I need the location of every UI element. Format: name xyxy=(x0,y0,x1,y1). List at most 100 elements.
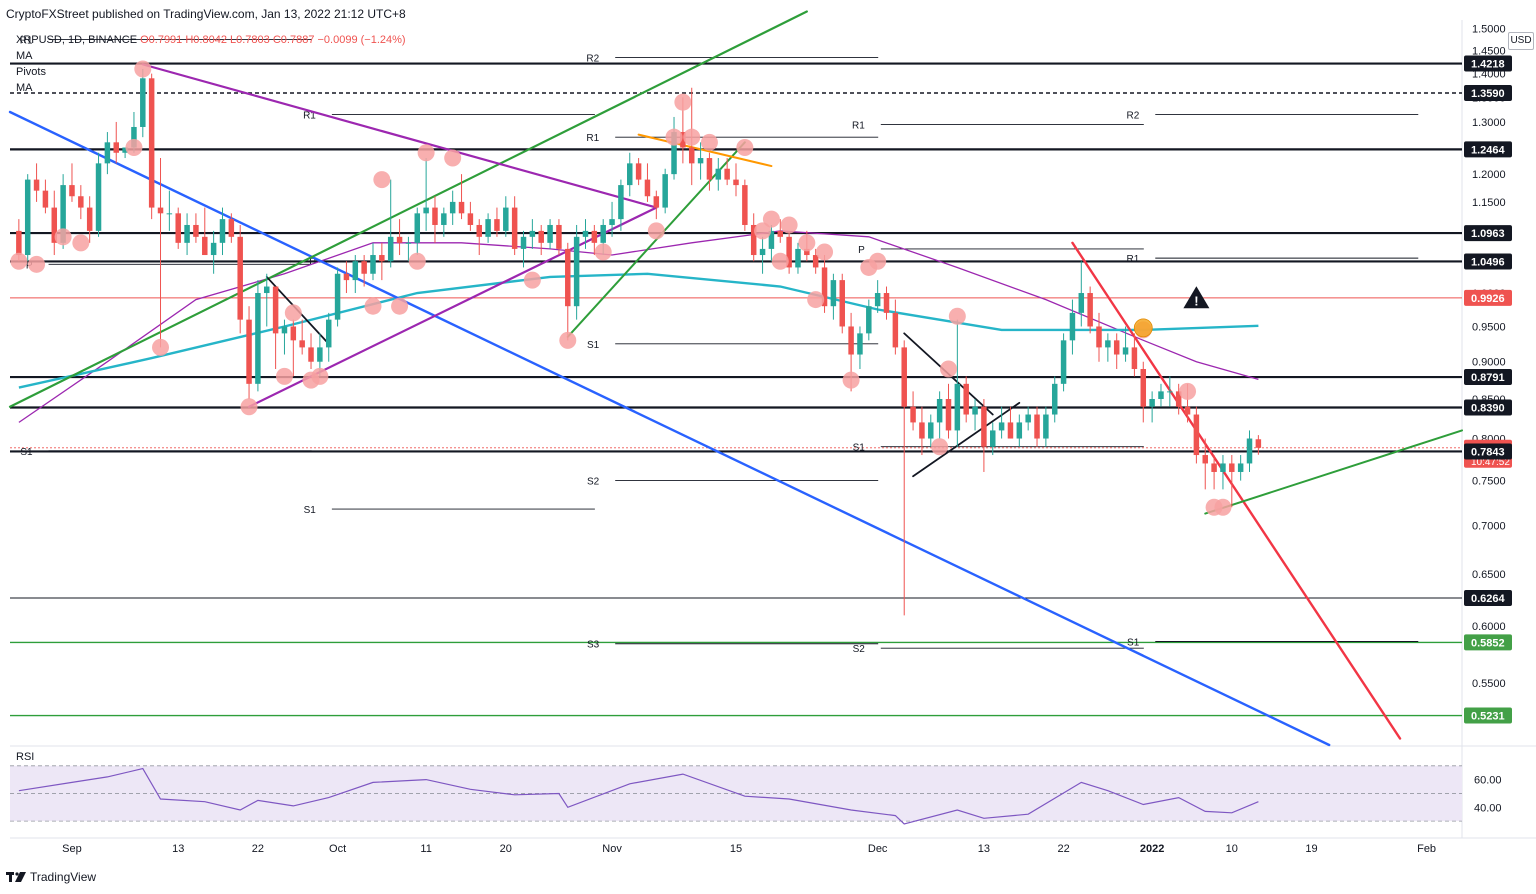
candle-body-62 xyxy=(565,248,571,307)
candle-body-2 xyxy=(33,179,40,191)
y-tick-7: 1.1500 xyxy=(1472,197,1506,209)
candle-body-90 xyxy=(812,255,819,268)
price-tag-1: 1.3590 xyxy=(1471,88,1505,100)
candle-body-118 xyxy=(1060,340,1067,384)
price-tag-box-3 xyxy=(1464,225,1512,242)
y-tick-0: 1.5000 xyxy=(1472,24,1506,36)
candle-body-81 xyxy=(733,179,739,186)
candle-body-121 xyxy=(1087,293,1093,327)
pivot-label-3: R2 xyxy=(586,54,599,65)
candle-body-93 xyxy=(839,280,845,327)
candle-body-34 xyxy=(317,347,323,362)
price-tag-2: 1.2464 xyxy=(1471,144,1506,156)
swing-marker-41 xyxy=(1179,382,1197,400)
candle-body-37 xyxy=(343,273,350,281)
rsi-line xyxy=(18,767,1259,825)
price-tag-box-9 xyxy=(1464,443,1512,460)
swing-marker-25 xyxy=(700,133,718,151)
x-tick-14: Feb xyxy=(1417,843,1436,855)
pivot-label-14: S2 xyxy=(853,644,866,655)
candle-body-36 xyxy=(334,273,341,320)
candle-body-130 xyxy=(1167,391,1173,393)
candle-body-88 xyxy=(795,248,801,268)
y-tick-4: 1.3000 xyxy=(1472,117,1506,129)
symbol-info: XRPUSD, 1D, BINANCE xyxy=(16,34,138,46)
candle-body-13 xyxy=(131,126,137,148)
candle-body-9 xyxy=(95,163,102,231)
candle-body-85 xyxy=(768,230,775,249)
ohlc-close: C0.7887 xyxy=(272,34,315,46)
candle-body-74 xyxy=(671,132,677,175)
swing-marker-0 xyxy=(10,252,28,270)
swing-marker-33 xyxy=(816,243,834,261)
candle-body-48 xyxy=(441,213,447,225)
warning-icon-mark: ! xyxy=(1194,293,1198,308)
candle-body-20 xyxy=(193,224,199,237)
candle-body-42 xyxy=(387,236,394,262)
pivot-label-11: R1 xyxy=(852,120,865,131)
candle-body-55 xyxy=(503,207,509,231)
candle-body-41 xyxy=(379,255,385,262)
swing-marker-6 xyxy=(152,338,170,356)
indicator-pivots[interactable]: Pivots xyxy=(16,66,46,78)
candle-body-116 xyxy=(1043,414,1049,439)
x-tick-4: 11 xyxy=(420,843,431,855)
candle-body-3 xyxy=(42,190,49,208)
candle-body-120 xyxy=(1078,293,1085,313)
price-tag-3: 1.0963 xyxy=(1471,228,1505,240)
price-tag-box-12 xyxy=(1464,707,1512,724)
swing-marker-18 xyxy=(523,271,541,289)
swing-marker-12 xyxy=(364,297,382,315)
pivot-label-12: P xyxy=(858,245,865,256)
pivot-label-8: S1 xyxy=(587,340,600,351)
publisher-bar: CryptoFXStreet published on TradingView.… xyxy=(0,0,1536,28)
swing-marker-43 xyxy=(1214,498,1232,516)
candle-body-49 xyxy=(449,201,456,214)
trendline-green-short xyxy=(566,141,746,338)
price-tag-box-5 xyxy=(1464,289,1512,306)
candle-body-38 xyxy=(352,261,359,281)
indicator-ma-2[interactable]: MA xyxy=(16,82,33,94)
candle-body-8 xyxy=(86,207,93,231)
price-tag-countdown: 10:47:52 xyxy=(1471,457,1510,468)
price-tag-11: 0.5852 xyxy=(1471,637,1505,649)
pivot-label-2: S1 xyxy=(20,447,33,458)
swing-marker-11 xyxy=(311,367,329,385)
candle-body-19 xyxy=(184,224,190,243)
swing-marker-38 xyxy=(939,360,957,378)
x-tick-0: Sep xyxy=(62,843,82,855)
price-tag-10: 0.6264 xyxy=(1471,593,1506,605)
candle-body-109 xyxy=(981,406,987,447)
price-tag-box-11 xyxy=(1464,634,1512,651)
candle-body-39 xyxy=(361,261,367,274)
rsi-tick-0: 60.00 xyxy=(1474,775,1502,787)
swing-marker-26 xyxy=(736,139,754,157)
trendline-blue xyxy=(8,110,1331,747)
candle-body-97 xyxy=(874,293,881,307)
swing-marker-2 xyxy=(54,228,72,246)
candle-body-23 xyxy=(219,219,226,243)
swing-marker-27 xyxy=(754,222,772,240)
pivot-label-17: S1 xyxy=(1127,638,1140,649)
candle-body-73 xyxy=(662,174,668,208)
ohlc-high: H0.8042 xyxy=(185,34,227,46)
candle-body-27 xyxy=(255,293,261,384)
y-tick-17: 0.6500 xyxy=(1472,569,1506,581)
candle-body-24 xyxy=(228,219,235,237)
currency-button[interactable]: USD xyxy=(1508,32,1534,50)
indicator-ma-1[interactable]: MA xyxy=(16,50,33,62)
symbol-legend: XRPUSD, 1D, BINANCE O0.7991 H0.8042 L0.7… xyxy=(16,32,406,96)
candle-body-63 xyxy=(573,236,580,307)
swing-marker-7 xyxy=(240,398,258,416)
candle-body-11 xyxy=(113,142,119,153)
candle-body-4 xyxy=(51,207,58,243)
candle-body-58 xyxy=(529,230,536,237)
swing-marker-5 xyxy=(134,60,152,78)
candle-body-50 xyxy=(458,201,465,214)
candle-body-106 xyxy=(954,383,961,431)
x-tick-1: 13 xyxy=(172,843,184,855)
candle-body-80 xyxy=(724,168,730,180)
candle-body-33 xyxy=(308,347,314,362)
swing-marker-15 xyxy=(408,252,426,270)
